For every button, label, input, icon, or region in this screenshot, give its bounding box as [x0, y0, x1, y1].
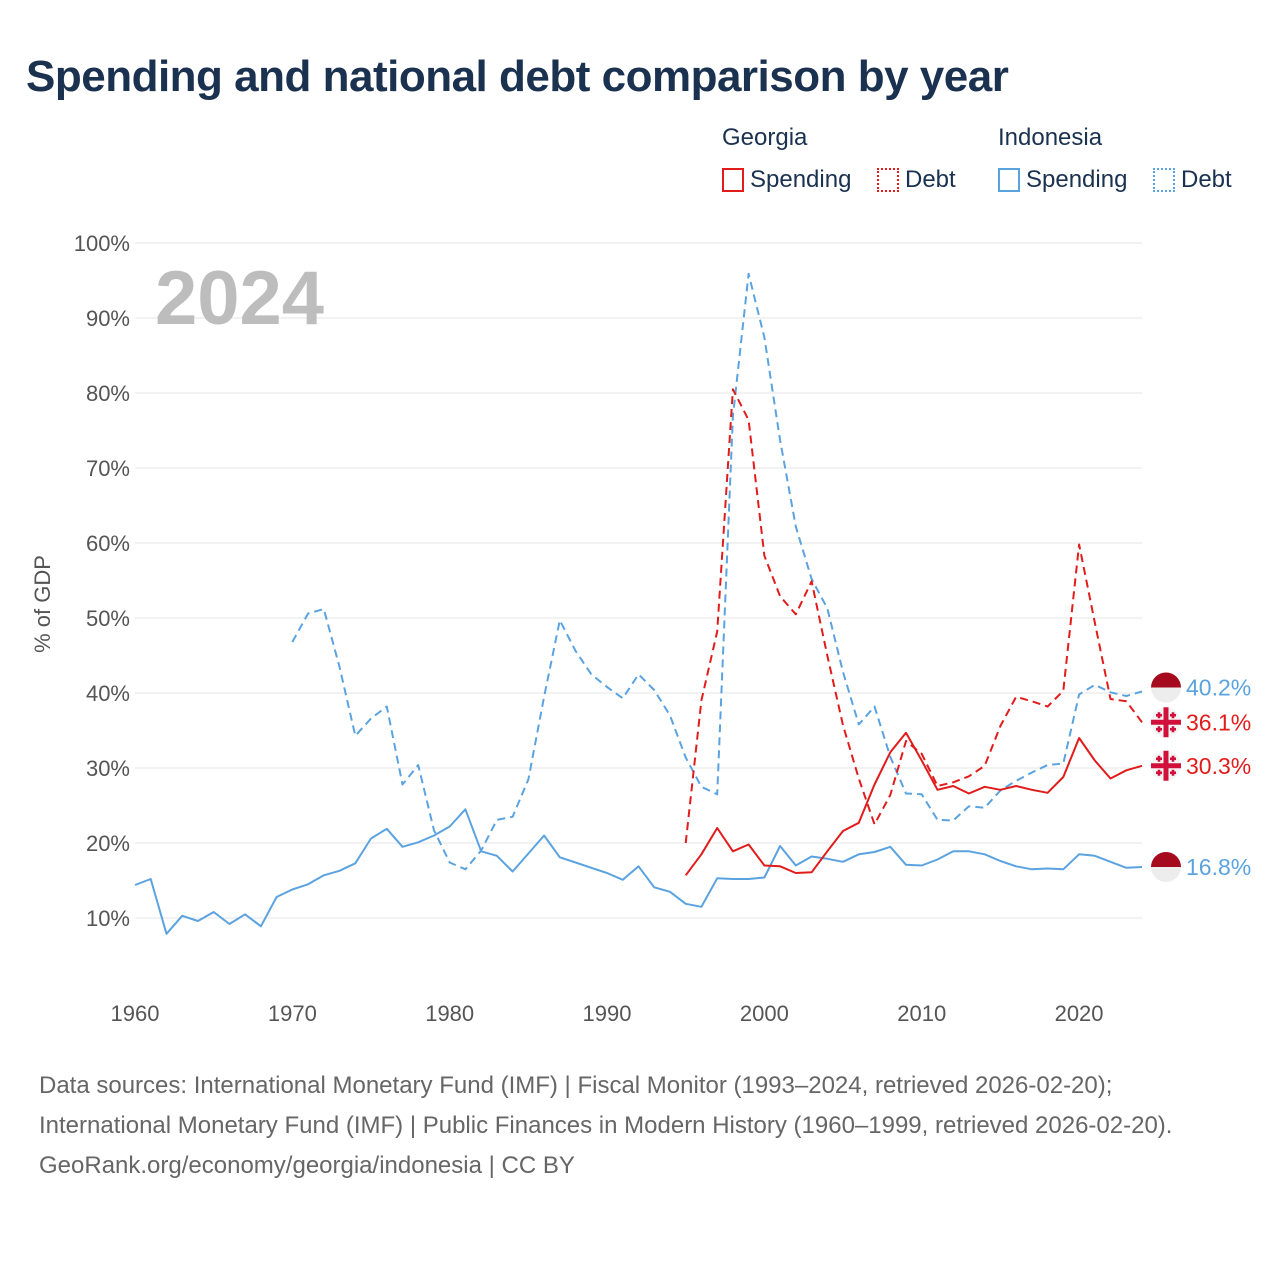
y-tick-label: 50% [86, 606, 130, 631]
chart-title: Spending and national debt comparison by… [26, 52, 1009, 101]
series-line-indonesia-spending[interactable] [134, 808, 1143, 935]
x-tick-label: 1990 [583, 1001, 632, 1026]
solid-swatch-icon [998, 168, 1020, 192]
data-sources: Data sources: International Monetary Fun… [39, 1072, 1173, 1139]
y-axis-ticks: 10% 20% 30% 40% 50% 60% 70% 80% 90% 100% [74, 231, 130, 931]
series-line-indonesia-debt[interactable] [291, 272, 1143, 871]
credit-link[interactable]: GeoRank.org/economy/georgia/indonesia | … [39, 1152, 575, 1179]
legend-label: Spending [750, 166, 852, 193]
legend-georgia-title: Georgia [722, 124, 808, 151]
y-tick-label: 30% [86, 756, 130, 781]
series-lines [134, 272, 1143, 935]
x-tick-label: 1970 [268, 1001, 317, 1026]
indonesia-flag-icon [1151, 672, 1181, 703]
series-line-georgia-spending[interactable] [684, 731, 1143, 876]
line-chart: 10% 20% 30% 40% 50% 60% 70% 80% 90% 100% 1960 1970… [30, 231, 1251, 1026]
y-tick-label: 60% [86, 531, 130, 556]
series-line-georgia-debt[interactable] [684, 388, 1143, 844]
end-value-label: 16.8% [1186, 854, 1251, 880]
dotted-swatch-icon [877, 168, 899, 192]
solid-swatch-icon [722, 168, 744, 192]
georgia-flag-icon [1151, 750, 1181, 781]
y-tick-label: 100% [74, 231, 130, 256]
x-tick-label: 2010 [897, 1001, 946, 1026]
legend-georgia-spending[interactable]: Spending [722, 166, 851, 194]
legend-indonesia-spending[interactable]: Spending [998, 166, 1127, 194]
y-axis-label: % of GDP [30, 555, 55, 653]
y-tick-label: 70% [86, 456, 130, 481]
x-axis-ticks: 1960 1970 1980 1990 2000 2010 2020 [111, 1001, 1104, 1026]
end-value-label: 30.3% [1186, 753, 1251, 779]
x-tick-label: 1980 [425, 1001, 474, 1026]
y-tick-label: 80% [86, 381, 130, 406]
dotted-swatch-icon [1153, 168, 1175, 192]
legend-label: Debt [1181, 166, 1232, 193]
legend-georgia-debt[interactable]: Debt [877, 166, 956, 194]
grid-lines [135, 242, 1142, 919]
y-tick-label: 90% [86, 306, 130, 331]
indonesia-flag-icon [1151, 852, 1181, 882]
end-markers: 16.8% 40.2% 30.3% 36.1% [1151, 672, 1251, 882]
x-tick-label: 2000 [740, 1001, 789, 1026]
y-tick-label: 20% [86, 831, 130, 856]
y-tick-label: 10% [86, 906, 130, 931]
georgia-flag-icon [1151, 707, 1181, 738]
legend-indonesia-title: Indonesia [998, 124, 1103, 151]
x-tick-label: 2020 [1055, 1001, 1104, 1026]
footer: Data sources: International Monetary Fun… [39, 1066, 1239, 1186]
legend-indonesia-debt[interactable]: Debt [1153, 166, 1232, 194]
y-tick-label: 40% [86, 681, 130, 706]
x-tick-label: 1960 [111, 1001, 160, 1026]
legend-label: Debt [905, 166, 956, 193]
end-value-label: 36.1% [1186, 709, 1251, 735]
year-watermark: 2024 [155, 256, 324, 341]
end-value-label: 40.2% [1186, 675, 1251, 701]
legend-label: Spending [1026, 166, 1128, 193]
